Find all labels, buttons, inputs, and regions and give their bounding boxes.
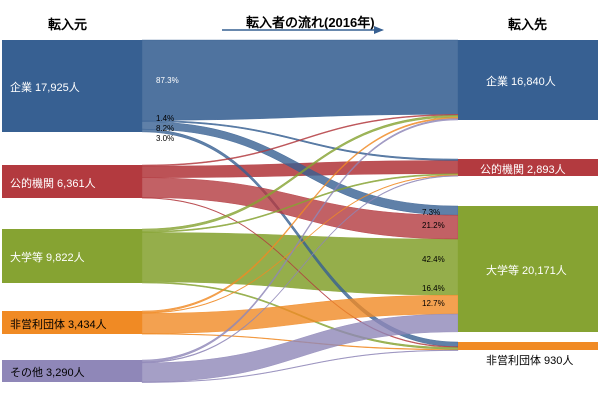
target-pct-label-other: 12.7% [422,299,445,308]
flow-pct-label-company-univ: 8.2% [156,124,175,133]
source-header: 転入元 [48,17,88,32]
target-node-univ [458,206,598,332]
target-node-company [458,40,598,120]
flow-other-to-public [141,175,459,364]
source-label-univ: 大学等 9,822人 [10,252,85,264]
flow-pct-label-company-public: 1.4% [156,114,175,123]
target-label-univ: 大学等 20,171人 [486,265,567,277]
target-pct-label-company: 7.3% [422,208,441,217]
source-node-univ [2,229,142,283]
target-label-nonprofit: 非営利団体 930人 [486,355,574,367]
target-node-nonprofit [458,342,598,350]
flow-company-to-company [141,39,459,121]
source-label-public: 公的機関 6,361人 [10,177,96,190]
flow-univ-to-univ [141,232,459,296]
flow-pct-label-company-company: 87.3% [156,76,179,85]
target-node-public [458,159,598,176]
target-pct-label-univ: 42.4% [422,255,445,264]
source-node-other [2,360,142,382]
target-pct-label-nonprofit: 16.4% [422,284,445,293]
flow-title: 転入者の流れ(2016年) [246,15,375,30]
source-node-public [2,165,142,198]
target-pct-label-public: 21.2% [422,221,445,230]
source-label-company: 企業 17,925人 [10,82,80,94]
source-label-nonprofit: 非営利団体 3,434人 [10,318,107,331]
source-node-nonprofit [2,311,142,334]
source-node-company [2,40,142,132]
target-label-public: 公的機関 2,893人 [480,163,566,176]
target-header: 転入先 [508,17,548,32]
target-label-company: 企業 16,840人 [486,76,556,88]
flow-other-to-nonprofit [141,349,459,383]
source-label-other: その他 3,290人 [10,367,85,379]
flow-pct-label-company-nonprofit: 3.0% [156,134,175,143]
